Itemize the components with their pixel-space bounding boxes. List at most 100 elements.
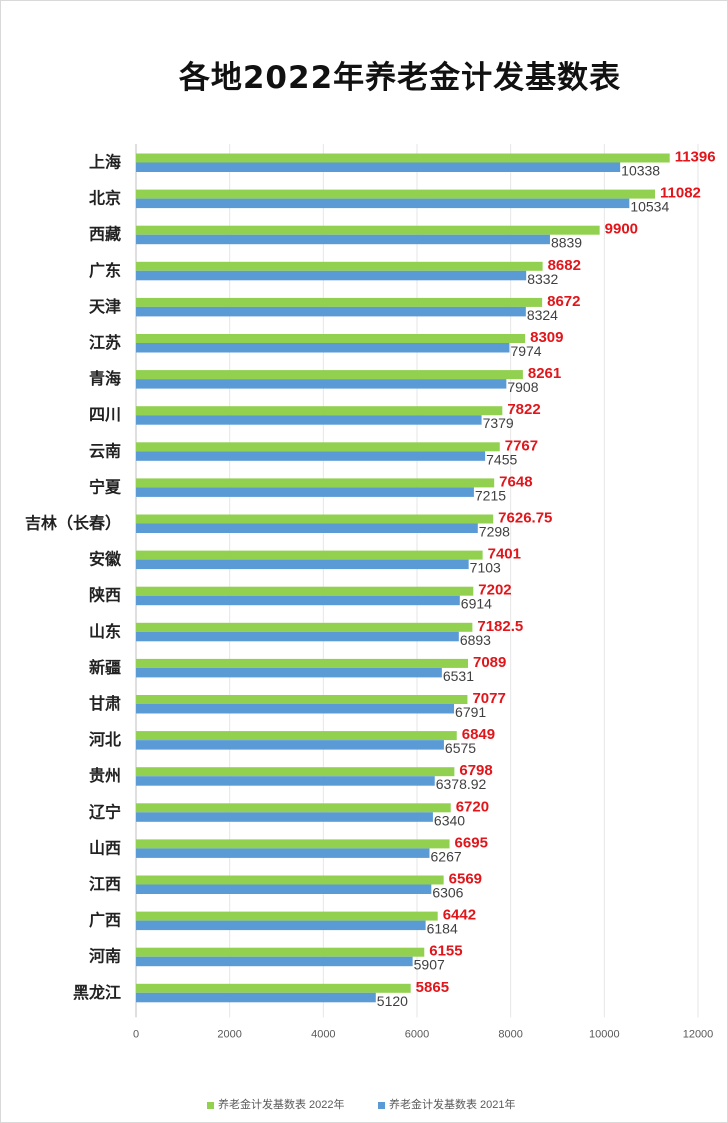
bar-2022 xyxy=(136,839,450,849)
x-tick-label: 8000 xyxy=(498,1028,522,1040)
category-label: 吉林（长春） xyxy=(25,514,121,533)
bar-2021 xyxy=(136,631,459,642)
x-tick-label: 12000 xyxy=(683,1028,714,1040)
category-label: 青海 xyxy=(89,369,121,388)
bar-2021 xyxy=(136,523,478,533)
data-label-2022: 6155 xyxy=(429,943,462,960)
bar-2021 xyxy=(136,848,430,858)
bar-2022 xyxy=(136,622,473,632)
bar-2022 xyxy=(136,442,500,452)
data-label-2021: 7455 xyxy=(486,451,517,467)
data-label-2021: 10338 xyxy=(621,163,660,179)
data-label-2021: 5907 xyxy=(414,957,445,973)
legend-label-2022: 养老金计发基数表 2022年 xyxy=(218,1099,345,1111)
data-label-2022: 6569 xyxy=(449,871,482,888)
category-label: 广东 xyxy=(89,261,121,280)
bar-2021 xyxy=(136,704,455,714)
data-label-2021: 6531 xyxy=(443,668,474,684)
data-label-2022: 6720 xyxy=(456,798,489,815)
data-label-2022: 7182.5 xyxy=(477,618,523,635)
category-label: 山西 xyxy=(89,838,121,857)
data-label-2022: 8672 xyxy=(547,293,580,310)
data-label-2022: 5865 xyxy=(416,979,449,996)
category-label: 辽宁 xyxy=(89,802,121,821)
data-label-2022: 7626.75 xyxy=(498,510,552,527)
bar-2021 xyxy=(136,920,426,931)
data-label-2022: 7648 xyxy=(499,473,532,490)
bar-2021 xyxy=(136,956,413,967)
data-label-2021: 7379 xyxy=(483,415,514,431)
data-label-2021: 10534 xyxy=(630,199,669,215)
data-label-2022: 7202 xyxy=(478,582,511,599)
bar-2021 xyxy=(136,740,444,750)
bar-2022 xyxy=(136,731,457,741)
category-label: 北京 xyxy=(89,189,121,208)
legend-label-2021: 养老金计发基数表 2021年 xyxy=(389,1099,516,1111)
bar-2022 xyxy=(136,586,474,596)
data-label-2022: 9900 xyxy=(605,221,638,238)
bar-2021 xyxy=(136,992,376,1003)
bar-2022 xyxy=(136,153,670,163)
category-label: 江苏 xyxy=(89,333,121,352)
category-label: 广西 xyxy=(89,911,121,930)
bar-2022 xyxy=(136,875,444,885)
bar-2021 xyxy=(136,451,486,461)
bar-2021 xyxy=(136,270,527,281)
category-label: 天津 xyxy=(89,297,121,316)
legend-swatch-2022 xyxy=(207,1101,214,1109)
data-label-2022: 7401 xyxy=(488,546,521,563)
bar-2022 xyxy=(136,334,526,343)
data-label-2022: 6849 xyxy=(462,726,495,743)
bar-2021 xyxy=(136,306,526,317)
category-label: 贵州 xyxy=(89,766,121,785)
category-label: 新疆 xyxy=(89,658,121,677)
legend-item-2022: 养老金计发基数表 2022年 xyxy=(207,1096,345,1112)
bar-2021 xyxy=(136,595,460,606)
bar-2022 xyxy=(136,983,411,993)
category-label: 宁夏 xyxy=(89,477,122,496)
bar-2022 xyxy=(136,370,523,380)
bar-2022 xyxy=(136,189,656,199)
category-label: 四川 xyxy=(89,405,121,424)
bar-2022 xyxy=(136,803,451,813)
x-tick-label: 6000 xyxy=(405,1028,429,1040)
bar-2022 xyxy=(136,225,600,235)
bar-2022 xyxy=(136,478,495,488)
bar-2022 xyxy=(136,658,469,668)
data-label-2021: 6791 xyxy=(455,704,486,720)
data-label-2021: 7908 xyxy=(507,379,538,395)
data-label-2021: 6893 xyxy=(460,632,491,648)
category-label: 甘肃 xyxy=(89,694,121,713)
bar-2022 xyxy=(136,767,455,777)
data-label-2021: 6575 xyxy=(445,740,476,756)
data-label-2021: 8324 xyxy=(527,307,558,323)
chart-title: 各地2022年养老金计发基数表 xyxy=(178,60,622,96)
data-label-2022: 7822 xyxy=(507,401,540,418)
bar-2022 xyxy=(136,911,438,921)
data-label-2022: 11396 xyxy=(675,149,716,166)
data-label-2021: 7298 xyxy=(479,524,510,540)
x-tick-label: 0 xyxy=(133,1028,139,1040)
category-label: 河南 xyxy=(89,947,121,966)
category-label: 西藏 xyxy=(89,225,121,244)
category-label: 陕西 xyxy=(89,586,121,605)
bar-2021 xyxy=(136,162,621,172)
legend-swatch-2021 xyxy=(378,1101,385,1109)
data-label-2021: 6914 xyxy=(461,596,492,612)
category-label: 上海 xyxy=(89,153,121,172)
data-label-2022: 11082 xyxy=(660,185,701,202)
data-label-2021: 6378.92 xyxy=(436,776,487,792)
category-label: 江西 xyxy=(89,875,121,894)
bar-2021 xyxy=(136,487,474,497)
category-label: 黑龙江 xyxy=(73,983,121,1002)
category-label: 安徽 xyxy=(89,550,122,569)
data-label-2022: 8309 xyxy=(530,329,563,346)
bar-2021 xyxy=(136,667,442,678)
data-label-2021: 8839 xyxy=(551,235,582,251)
data-label-2022: 7077 xyxy=(472,690,505,707)
bar-2021 xyxy=(136,776,435,786)
bar-2022 xyxy=(136,297,543,307)
category-label: 河北 xyxy=(89,730,121,749)
bar-2021 xyxy=(136,812,433,822)
